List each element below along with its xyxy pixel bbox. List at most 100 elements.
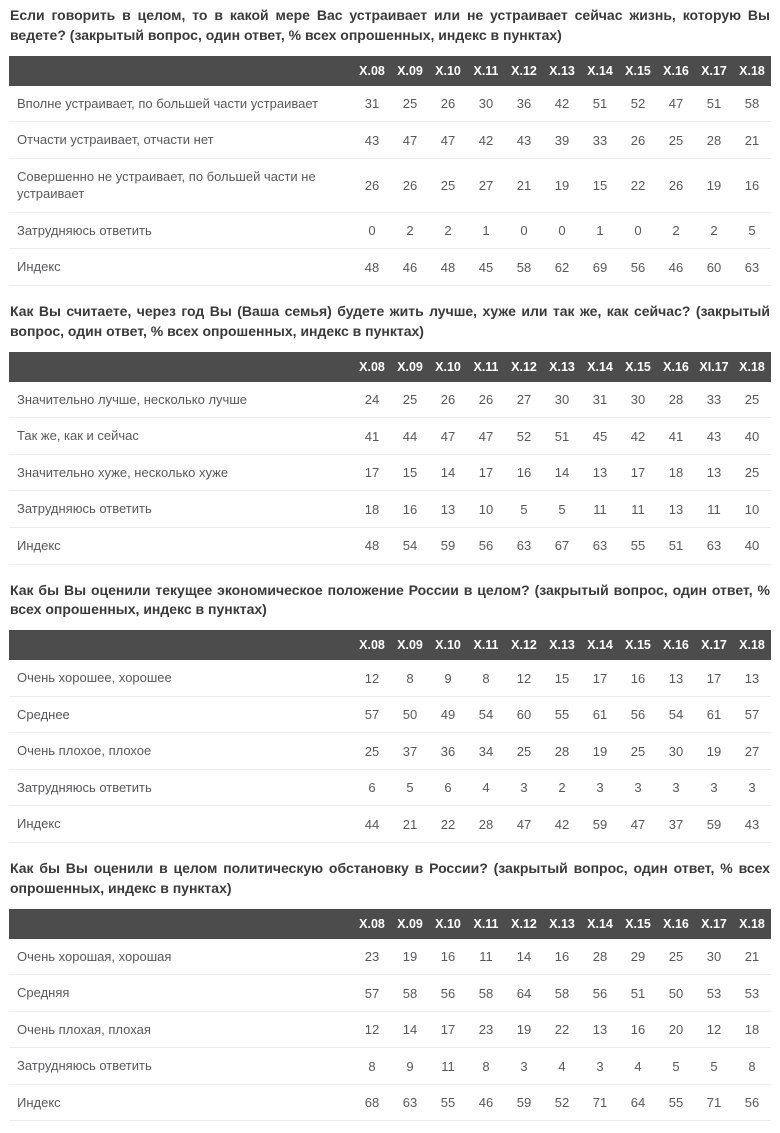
value-cell: 28	[657, 381, 695, 419]
table-row: Очень хорошее, хорошее 12 8 9 8 12 15 17 16 13 17 1…	[9, 660, 771, 697]
column-header: Х.11	[467, 351, 505, 382]
question-title: Как бы Вы оценили текущее экономическое …	[10, 581, 770, 618]
value-cell: 15	[581, 158, 619, 213]
table-row: Очень хорошая, хорошая 23 19 16 11 14 16 28 29 25…	[9, 938, 771, 976]
value-cell: 56	[581, 974, 619, 1012]
value-cell: 26	[353, 158, 391, 213]
value-cell: 59	[581, 805, 619, 843]
value-cell: 2	[543, 769, 581, 807]
value-cell: 10	[733, 490, 771, 528]
value-cell: 53	[733, 974, 771, 1012]
value-cell: 56	[467, 527, 505, 565]
value-cell: 41	[657, 417, 695, 455]
row-label: Затрудняюсь ответить	[9, 212, 353, 250]
value-cell: 30	[619, 381, 657, 419]
column-header: Х.13	[543, 908, 581, 939]
value-cell: 5	[543, 490, 581, 528]
table-row: Средняя 57 58 56 58 64 58 56 51 50 53 53	[9, 974, 771, 1012]
value-cell: 12	[505, 660, 543, 697]
column-header: Х.12	[505, 55, 543, 86]
value-cell: 37	[391, 732, 429, 770]
column-header: ХI.17	[695, 351, 733, 382]
header-row: Х.08 Х.09 Х.10 Х.11 Х.12 Х.13 Х.14 Х.15 Х.16 ХI.1…	[9, 351, 771, 382]
column-header: Х.14	[581, 55, 619, 86]
value-cell: 44	[353, 805, 391, 843]
value-cell: 26	[429, 85, 467, 123]
value-cell: 19	[695, 158, 733, 213]
value-cell: 25	[391, 85, 429, 123]
question-title: Как Вы считаете, через год Вы (Ваша семь…	[10, 303, 770, 339]
value-cell: 43	[353, 121, 391, 159]
value-cell: 27	[505, 381, 543, 419]
table-row: Затрудняюсь ответить 0 2 2 1 0 0 1 0 2 2 5	[9, 212, 771, 250]
value-cell: 13	[657, 490, 695, 528]
value-cell: 3	[657, 769, 695, 807]
value-cell: 55	[543, 696, 581, 734]
value-cell: 49	[429, 696, 467, 734]
value-cell: 63	[505, 527, 543, 565]
column-header: Х.11	[467, 630, 505, 661]
value-cell: 42	[543, 805, 581, 843]
value-cell: 56	[429, 974, 467, 1012]
value-cell: 28	[467, 805, 505, 843]
value-cell: 1	[581, 212, 619, 250]
value-cell: 25	[429, 158, 467, 213]
value-cell: 2	[695, 212, 733, 250]
value-cell: 50	[391, 696, 429, 734]
value-cell: 19	[391, 938, 429, 976]
value-cell: 25	[657, 121, 695, 159]
column-header: Х.09	[391, 351, 429, 382]
value-cell: 19	[695, 732, 733, 770]
value-cell: 23	[467, 1011, 505, 1049]
value-cell: 30	[695, 938, 733, 976]
column-header: Х.15	[619, 351, 657, 382]
value-cell: 25	[733, 381, 771, 419]
value-cell: 4	[543, 1047, 581, 1085]
column-header: Х.11	[467, 55, 505, 86]
column-header: Х.13	[543, 55, 581, 86]
value-cell: 47	[657, 85, 695, 123]
value-cell: 51	[657, 527, 695, 565]
column-header: Х.08	[353, 55, 391, 86]
value-cell: 51	[695, 85, 733, 123]
column-header: Х.09	[391, 630, 429, 661]
table-row: Индекс 48 54 59 56 63 67 63 55 51 63 40	[9, 527, 771, 565]
value-cell: 15	[391, 454, 429, 492]
value-cell: 13	[581, 1011, 619, 1049]
value-cell: 5	[505, 490, 543, 528]
survey-section: Если говорить в целом, то в какой мере В…	[9, 6, 771, 287]
row-label: Вполне устраивает, по большей части устр…	[9, 85, 353, 123]
row-label: Затрудняюсь ответить	[9, 769, 353, 807]
column-header: Х.12	[505, 630, 543, 661]
value-cell: 20	[657, 1011, 695, 1049]
value-cell: 47	[429, 417, 467, 455]
column-header: Х.15	[619, 630, 657, 661]
table-row: Индекс 44 21 22 28 47 42 59 47 37 59 43	[9, 805, 771, 843]
value-cell: 60	[505, 696, 543, 734]
value-cell: 6	[353, 769, 391, 807]
value-cell: 19	[505, 1011, 543, 1049]
value-cell: 3	[505, 1047, 543, 1085]
value-cell: 0	[505, 212, 543, 250]
value-cell: 16	[733, 158, 771, 213]
value-cell: 16	[505, 454, 543, 492]
value-cell: 3	[733, 769, 771, 807]
value-cell: 53	[695, 974, 733, 1012]
value-cell: 52	[619, 85, 657, 123]
value-cell: 42	[543, 85, 581, 123]
value-cell: 27	[733, 732, 771, 770]
question-title: Если говорить в целом, то в какой мере В…	[10, 7, 770, 43]
value-cell: 30	[543, 381, 581, 419]
value-cell: 45	[581, 417, 619, 455]
value-cell: 46	[467, 1084, 505, 1122]
row-label: Очень хорошее, хорошее	[9, 660, 353, 697]
column-header: Х.12	[505, 908, 543, 939]
table-row: Значительно лучше, несколько лучше 24 25 26…	[9, 381, 771, 419]
value-cell: 58	[505, 248, 543, 287]
value-cell: 19	[581, 732, 619, 770]
value-cell: 22	[619, 158, 657, 213]
value-cell: 64	[619, 1084, 657, 1122]
row-label: Очень хорошая, хорошая	[9, 938, 353, 976]
value-cell: 45	[467, 248, 505, 287]
